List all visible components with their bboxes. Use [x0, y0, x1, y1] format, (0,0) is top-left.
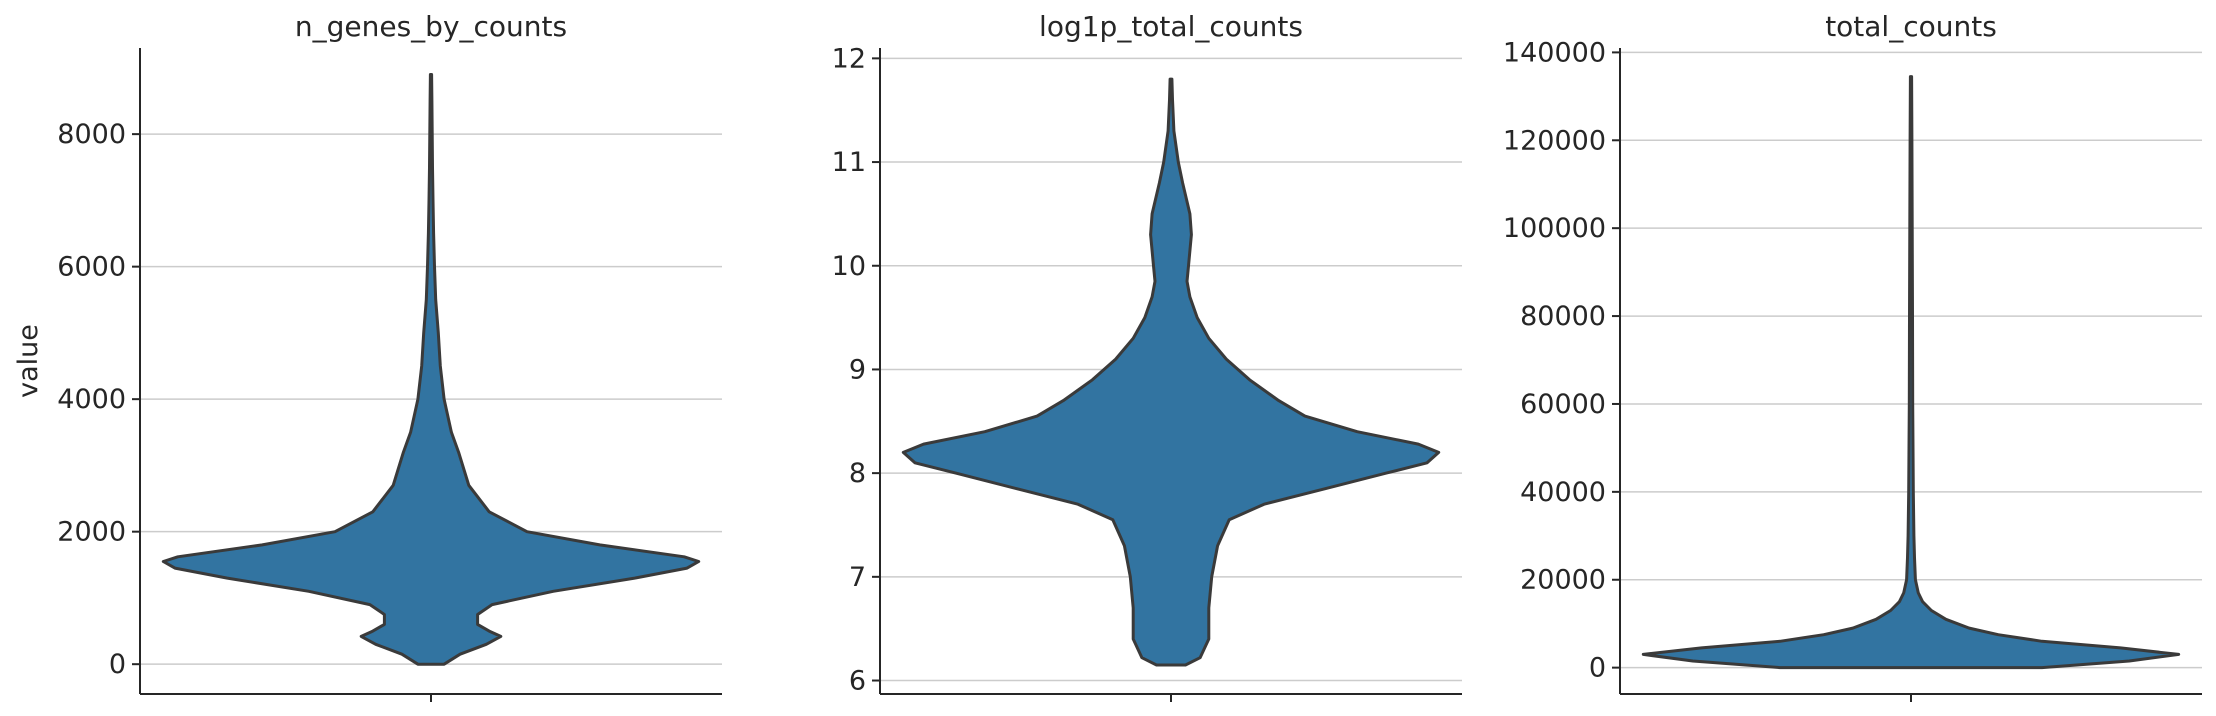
- y-tick-label: 60000: [1520, 389, 1606, 420]
- panel-total-counts: total_counts 0 20000 40000 60000 80000 100000…: [1503, 10, 2202, 702]
- y-tick-label: 11: [832, 147, 866, 178]
- y-tick-label: 8: [849, 458, 866, 489]
- y-tick-label: 6: [849, 666, 866, 697]
- panel-title: total_counts: [1825, 10, 1997, 43]
- y-tick-label: 0: [1589, 653, 1606, 684]
- panel-title: log1p_total_counts: [1039, 10, 1303, 43]
- y-tick-label: 80000: [1520, 301, 1606, 332]
- y-tick-label: 140000: [1503, 37, 1606, 68]
- y-tick-label: 4000: [57, 384, 126, 415]
- y-tick-label: 9: [849, 354, 866, 385]
- panel-n-genes-by-counts: n_genes_by_counts value 0 2000 4000 6000 800…: [13, 10, 722, 702]
- y-tick-label: 2000: [57, 517, 126, 548]
- panel-title: n_genes_by_counts: [295, 10, 567, 43]
- y-tick-label: 20000: [1520, 565, 1606, 596]
- y-tick-label: 40000: [1520, 477, 1606, 508]
- y-tick-label: 120000: [1503, 125, 1606, 156]
- violin-body: [161, 73, 701, 666]
- y-tick-label: 7: [849, 562, 866, 593]
- y-tick-label: 0: [109, 649, 126, 680]
- y-tick-label: 12: [832, 43, 866, 74]
- violin-body: [1641, 75, 2181, 670]
- violin-body: [901, 77, 1441, 667]
- y-tick-label: 10: [832, 251, 866, 282]
- y-tick-label: 6000: [57, 252, 126, 283]
- y-tick-label: 100000: [1503, 213, 1606, 244]
- panel-log1p-total-counts: log1p_total_counts 6 7 8 9 10 11 12: [832, 10, 1462, 702]
- y-tick-label: 8000: [57, 119, 126, 150]
- y-axis-label: value: [13, 324, 44, 398]
